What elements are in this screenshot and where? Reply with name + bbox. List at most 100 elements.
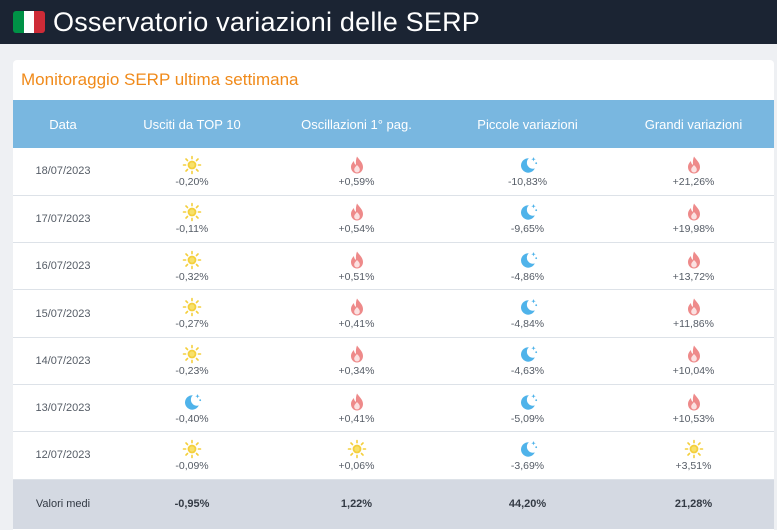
sun-icon: [182, 155, 202, 175]
row-date: 14/07/2023: [35, 354, 91, 367]
row-date: 12/07/2023: [35, 449, 91, 462]
fire-icon: [347, 250, 367, 270]
fire-icon: [684, 155, 704, 175]
cell-piccole-variazioni: -4,86%: [442, 243, 613, 290]
fire-icon: [684, 344, 704, 364]
fire-icon: [347, 392, 367, 412]
average-piccole-variazioni: 44,20%: [508, 498, 547, 511]
row-date: 13/07/2023: [35, 402, 91, 415]
cell-value: +0,41%: [338, 318, 375, 331]
row-date: 18/07/2023: [35, 165, 91, 178]
cell-grandi-variazioni: +19,98%: [613, 195, 774, 242]
fire-icon: [684, 297, 704, 317]
cell-usciti-top10: -0,11%: [113, 195, 271, 242]
average-usciti-top10: -0,95%: [174, 498, 210, 511]
moon-icon: [518, 155, 538, 175]
cell-value: -5,09%: [510, 412, 545, 425]
sun-icon: [182, 250, 202, 270]
cell-value: -0,23%: [175, 365, 209, 378]
averages-row: Valori medi -0,95% 1,22% 44,20% 21,28%: [13, 479, 774, 530]
average-oscillazioni-1-pag: 1,22%: [340, 498, 373, 511]
column-header-data: Data: [49, 116, 77, 132]
cell-usciti-top10: -0,09%: [113, 432, 271, 479]
moon-icon: [518, 439, 538, 459]
cell-piccole-variazioni: -3,69%: [442, 432, 613, 479]
cell-usciti-top10: -0,27%: [113, 290, 271, 337]
moon-icon: [518, 344, 538, 364]
cell-usciti-top10: -0,32%: [113, 243, 271, 290]
cell-value: -0,32%: [175, 270, 209, 283]
cell-grandi-variazioni: +10,53%: [613, 384, 774, 431]
sun-icon: [182, 439, 202, 459]
cell-oscillazioni-1-pag: +0,06%: [271, 432, 442, 479]
cell-value: -9,65%: [510, 223, 545, 236]
cell-value: +10,53%: [672, 412, 715, 425]
cell-grandi-variazioni: +11,86%: [613, 290, 774, 337]
row-date: 16/07/2023: [35, 260, 91, 273]
fire-icon: [347, 344, 367, 364]
cell-oscillazioni-1-pag: +0,51%: [271, 243, 442, 290]
sun-icon: [684, 439, 704, 459]
sun-icon: [182, 202, 202, 222]
cell-value: +0,34%: [338, 365, 375, 378]
cell-value: -0,11%: [175, 223, 209, 236]
moon-icon: [518, 297, 538, 317]
cell-value: +13,72%: [672, 270, 715, 283]
table-row: 17/07/2023 -0,11% +0,54% -9,65% +19,98%: [13, 195, 774, 243]
cell-value: +0,41%: [338, 412, 375, 425]
cell-grandi-variazioni: +21,26%: [613, 148, 774, 195]
column-header-oscillazioni: Oscillazioni 1° pag.: [301, 116, 412, 132]
fire-icon: [347, 202, 367, 222]
serp-monitor-card: Monitoraggio SERP ultima settimana Data …: [13, 60, 774, 530]
row-date: 17/07/2023: [35, 212, 91, 225]
table-row: 12/07/2023 -0,09% +0,06% -3,69% +3,51%: [13, 432, 774, 480]
cell-oscillazioni-1-pag: +0,59%: [271, 148, 442, 195]
table-row: 18/07/2023 -0,20% +0,59% -10,83% +21,26%: [13, 148, 774, 196]
row-date: 15/07/2023: [35, 307, 91, 320]
fire-icon: [347, 155, 367, 175]
cell-value: -0,27%: [175, 318, 209, 331]
cell-value: -0,20%: [175, 175, 209, 188]
moon-icon: [182, 392, 202, 412]
cell-oscillazioni-1-pag: +0,41%: [271, 384, 442, 431]
moon-icon: [518, 202, 538, 222]
cell-piccole-variazioni: -5,09%: [442, 384, 613, 431]
cell-grandi-variazioni: +10,04%: [613, 337, 774, 384]
cell-value: -0,40%: [175, 412, 209, 425]
cell-value: +3,51%: [675, 459, 712, 472]
fire-icon: [684, 392, 704, 412]
table-row: 15/07/2023 -0,27% +0,41% -4,84% +11,86%: [13, 290, 774, 338]
cell-oscillazioni-1-pag: +0,34%: [271, 337, 442, 384]
cell-piccole-variazioni: -9,65%: [442, 195, 613, 242]
cell-piccole-variazioni: -4,63%: [442, 337, 613, 384]
average-grandi-variazioni: 21,28%: [674, 498, 713, 511]
fire-icon: [347, 297, 367, 317]
cell-grandi-variazioni: +13,72%: [613, 243, 774, 290]
cell-value: -4,63%: [510, 365, 545, 378]
cell-oscillazioni-1-pag: +0,54%: [271, 195, 442, 242]
cell-value: +0,06%: [338, 459, 375, 472]
cell-piccole-variazioni: -4,84%: [442, 290, 613, 337]
cell-usciti-top10: -0,23%: [113, 337, 271, 384]
cell-value: -10,83%: [507, 175, 548, 188]
averages-label: Valori medi: [35, 498, 91, 511]
page-title: Osservatorio variazioni delle SERP: [53, 6, 480, 37]
column-header-usciti: Usciti da TOP 10: [143, 116, 241, 132]
moon-icon: [518, 392, 538, 412]
header-bar: Osservatorio variazioni delle SERP: [0, 0, 777, 44]
italy-flag-icon: [13, 11, 45, 33]
cell-oscillazioni-1-pag: +0,41%: [271, 290, 442, 337]
fire-icon: [684, 202, 704, 222]
sun-icon: [182, 344, 202, 364]
serp-table: Data Usciti da TOP 10 Oscillazioni 1° pa…: [13, 100, 774, 530]
card-title: Monitoraggio SERP ultima settimana: [21, 70, 299, 89]
fire-icon: [684, 250, 704, 270]
cell-value: -0,09%: [175, 459, 209, 472]
column-header-piccole: Piccole variazioni: [477, 116, 578, 132]
moon-icon: [518, 250, 538, 270]
cell-value: +10,04%: [672, 365, 715, 378]
cell-value: +19,98%: [672, 223, 715, 236]
table-header-row: Data Usciti da TOP 10 Oscillazioni 1° pa…: [13, 100, 774, 148]
table-row: 16/07/2023 -0,32% +0,51% -4,86% +13,72%: [13, 243, 774, 290]
table-row: 14/07/2023 -0,23% +0,34% -4,63% +10,04%: [13, 337, 774, 385]
